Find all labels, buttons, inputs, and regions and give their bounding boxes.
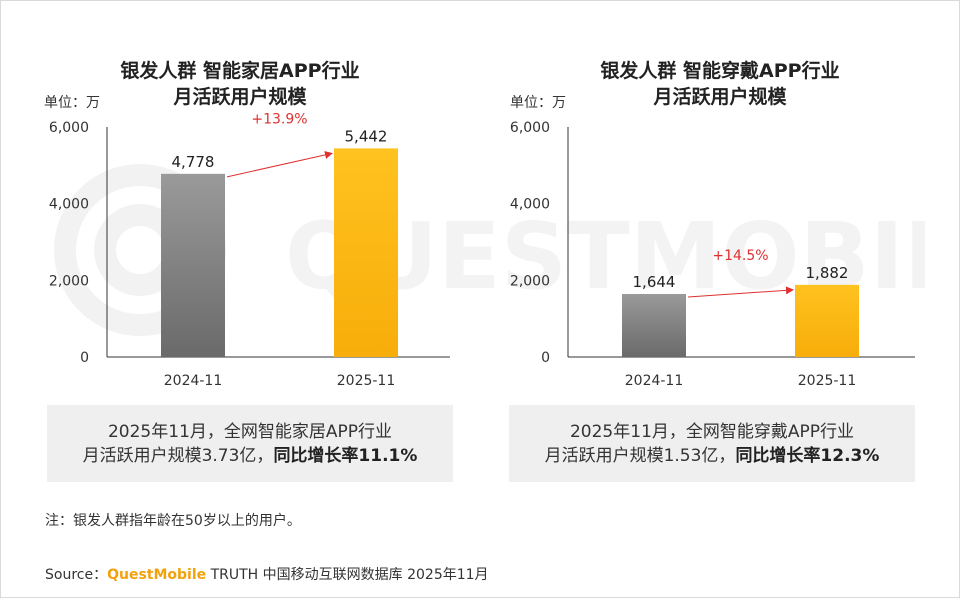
source-rest: TRUTH 中国移动互联网数据库 2025年11月 [206, 567, 489, 583]
chart-panel-home: 银发人群 智能家居APP行业 月活跃用户规模 单位：万 0 2,000 4,000 6… [0, 0, 480, 490]
chart-panel-wearable: 银发人群 智能穿戴APP行业 月活跃用户规模 单位：万 0 2,000 4,000 6… [480, 0, 960, 490]
bar-2025-11 [334, 148, 398, 357]
summary-scale: 月活跃用户规模3.73亿， [82, 445, 274, 466]
summary-growth: 同比增长率11.1% [273, 445, 418, 466]
bar-value-label: 5,442 [345, 127, 388, 145]
growth-arrow [226, 151, 333, 178]
summary-growth: 同比增长率12.3% [735, 445, 880, 466]
chart-title-line1: 银发人群 智能穿戴APP行业 [600, 60, 840, 82]
x-tick-label: 2024-11 [625, 373, 684, 389]
y-tick-label: 0 [541, 350, 550, 366]
summary-box: 2025年11月，全网智能穿戴APP行业 月活跃用户规模1.53亿，同比增长率1… [509, 405, 915, 482]
growth-label: +13.9% [251, 111, 307, 127]
unit-label: 单位：万 [510, 95, 566, 111]
y-tick-label: 4,000 [510, 197, 550, 213]
chart-title-line1: 银发人群 智能家居APP行业 [120, 60, 360, 82]
y-tick-label: 6,000 [49, 120, 89, 136]
chart-title-line2: 月活跃用户规模 [173, 86, 307, 108]
y-tick-label: 0 [80, 350, 89, 366]
bar-value-label: 4,778 [172, 153, 215, 171]
bar-value-label: 1,882 [806, 264, 849, 282]
bar-2025-11 [795, 284, 859, 357]
source-line: Source：QuestMobile TRUTH 中国移动互联网数据库 2025… [45, 564, 489, 584]
growth-label: +14.5% [712, 248, 768, 264]
summary-line-2: 月活跃用户规模3.73亿，同比增长率11.1% [47, 444, 453, 468]
source-brand: QuestMobile [107, 567, 207, 583]
chart-title: 银发人群 智能家居APP行业 月活跃用户规模 [0, 58, 480, 110]
chart-title-line2: 月活跃用户规模 [653, 86, 787, 108]
bar-2024-11 [161, 173, 225, 357]
x-tick-label: 2025-11 [798, 373, 857, 389]
y-tick-label: 6,000 [510, 120, 550, 136]
summary-line-1: 2025年11月，全网智能穿戴APP行业 [569, 421, 855, 442]
chart-title: 银发人群 智能穿戴APP行业 月活跃用户规模 [480, 58, 960, 110]
y-tick-label: 4,000 [49, 197, 89, 213]
summary-line-1: 2025年11月，全网智能家居APP行业 [107, 421, 393, 442]
bar-chart: 0 2,000 4,000 6,000 1,644 2024-11 1,882 2025-11… [510, 120, 915, 389]
source-prefix: Source： [45, 567, 108, 583]
summary-scale: 月活跃用户规模1.53亿， [544, 445, 736, 466]
bar-value-label: 1,644 [633, 273, 676, 291]
summary-line-2: 月活跃用户规模1.53亿，同比增长率12.3% [509, 444, 915, 468]
x-tick-label: 2024-11 [164, 373, 223, 389]
summary-box: 2025年11月，全网智能家居APP行业 月活跃用户规模3.73亿，同比增长率1… [47, 405, 453, 482]
bar-2024-11 [622, 293, 686, 357]
y-tick-label: 2,000 [49, 273, 89, 289]
unit-label: 单位：万 [44, 95, 100, 111]
y-tick-label: 2,000 [510, 273, 550, 289]
growth-arrow [687, 286, 794, 298]
footnote: 注：银发人群指年龄在50岁以上的用户。 [45, 513, 301, 529]
bar-chart: 0 2,000 4,000 6,000 4,778 2024-11 5,442 2025-11… [49, 111, 450, 389]
x-tick-label: 2025-11 [337, 373, 396, 389]
